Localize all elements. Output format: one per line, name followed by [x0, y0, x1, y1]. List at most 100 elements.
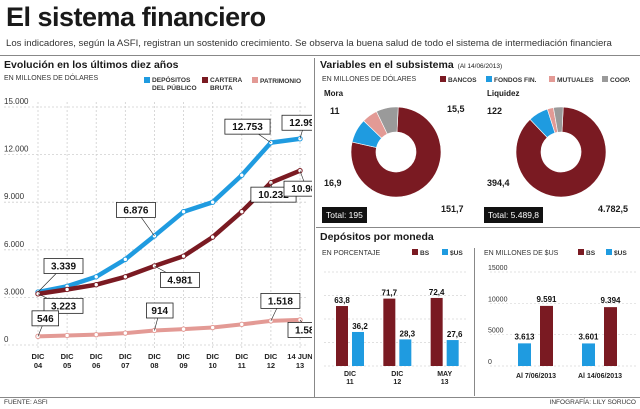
title-divider [0, 55, 640, 56]
data-label: 6.876 [123, 205, 148, 216]
bar-left-legend-bs: BS [412, 249, 429, 258]
pie-legend-swatch-mutuales [549, 76, 555, 82]
bar-right-swatch-usd [606, 249, 612, 255]
footer-source: FUENTE: ASFI [4, 399, 48, 406]
data-label-box [283, 180, 312, 197]
bar [336, 306, 348, 366]
bar-value-label: 3.601 [578, 332, 599, 341]
x-tick-label: DIC 08 [148, 352, 162, 370]
page-title: El sistema financiero [6, 2, 266, 32]
data-label-box [281, 114, 312, 131]
mora-label-bancos: 151,7 [441, 204, 464, 214]
bar-right-swatch-bs [578, 249, 584, 255]
bar [540, 305, 553, 366]
data-label: 12.753 [232, 122, 263, 133]
data-label-box [260, 293, 301, 309]
data-label-box [146, 302, 174, 319]
series-line [36, 317, 302, 339]
liquidez-label-mutuales: 122 [487, 106, 503, 116]
y-tick-label: 6.000 [4, 240, 25, 249]
data-point [297, 136, 303, 142]
pie-section-heading: Variables en el subsistema (Al 14/06/2013… [320, 59, 502, 71]
bar-left-legend-usd-label: $US [450, 250, 463, 257]
pie-legend-fondos: FONDOS FIN. [486, 76, 537, 85]
pie-mora-title: Mora [324, 89, 344, 98]
footer-divider [0, 397, 640, 398]
bar [430, 297, 443, 366]
legend-swatch-depositos [144, 77, 150, 83]
x-tick-label: DIC 05 [61, 352, 75, 370]
data-label-box [160, 272, 200, 288]
bar-category-label: Al 7/06/2013 [516, 373, 556, 380]
data-label-box [116, 202, 156, 218]
x-tick-label: DIC 04 [32, 352, 46, 370]
data-point [35, 333, 41, 340]
page-subtitle: Los indicadores, según la ASFI, registra… [6, 38, 612, 49]
y-tick-label: 0 [4, 335, 9, 344]
data-point [209, 324, 216, 331]
pie-slice [515, 106, 607, 198]
pie-legend-coop-label: COOP. [610, 77, 631, 84]
pie-charts [350, 106, 607, 198]
pie-bar-divider [316, 227, 640, 228]
legend-swatch-patrimonio [252, 77, 258, 83]
bar-value-label: 72,4 [429, 288, 445, 297]
bar-value-label: 9.394 [600, 296, 621, 305]
pie-legend-fondos-label: FONDOS FIN. [494, 77, 537, 84]
x-tick-label: DIC 07 [119, 352, 133, 370]
data-point [122, 330, 129, 336]
data-point [122, 256, 129, 263]
bar-right-legend-bs: BS [578, 249, 595, 258]
line-chart: 0 3.000 6.000 9.000 12.000 15.000 DIC 04 DIC 05 DI… [4, 97, 312, 370]
bar-left-legend-bs-label: BS [420, 250, 430, 257]
bar-right-legend-bs-label: BS [586, 250, 596, 257]
data-point [122, 274, 129, 280]
data-label-box [287, 322, 312, 338]
bar [352, 331, 364, 366]
bar-left-unit: EN PORCENTAJE [322, 250, 381, 257]
data-label: 914 [151, 306, 168, 317]
bar-value-label: 27,6 [447, 330, 463, 339]
data-label: 10.987 [291, 184, 312, 195]
data-label: 1.518 [268, 296, 293, 307]
series-line [35, 136, 303, 295]
x-tick-label: DIC 12 [264, 352, 278, 370]
pie-slice [553, 106, 564, 133]
bar-y-tick-label: 10000 [488, 296, 508, 303]
pie-legend-bancos-label: BANCOS [448, 77, 477, 84]
bar-category-label: MAY 13 [437, 371, 452, 386]
legend-patrimonio: PATRIMONIO [252, 77, 301, 86]
data-point [209, 234, 216, 240]
bar-value-label: 36,2 [352, 322, 368, 331]
pie-legend-swatch-coop [602, 76, 608, 82]
data-point [268, 179, 274, 186]
data-point [239, 172, 245, 178]
line-unit-label: EN MILLONES DE DÓLARES [4, 75, 99, 82]
bar-category-label: Al 14/06/2013 [578, 373, 622, 380]
data-label: 12.999 [289, 118, 312, 129]
x-tick-label: 14 JUN 13 [287, 352, 312, 370]
data-label: 1.581 [295, 325, 312, 336]
liquidez-label-fondos: 394,4 [487, 178, 510, 188]
data-point [239, 209, 245, 215]
bar-y-tick-label: 5000 [488, 328, 504, 335]
bar-divider [474, 248, 475, 396]
pie-legend-swatch-fondos [486, 76, 492, 82]
pie-slice [350, 106, 442, 198]
bar-category-label: DIC 11 [344, 371, 356, 386]
bar-section-heading: Depósitos por moneda [320, 231, 434, 243]
data-point [93, 331, 99, 338]
bar-value-label: 3.613 [514, 332, 535, 341]
data-point [64, 286, 70, 293]
bar-charts: 63,8 36,2 DIC 11 71,7 28,3 DIC 12 72,4 27,6 MAY 13 0… [324, 265, 636, 386]
data-label: 10.232 [258, 190, 289, 201]
bar-value-label: 71,7 [382, 289, 398, 298]
data-point [268, 318, 274, 324]
x-tick-label: DIC 11 [235, 352, 249, 370]
data-point [180, 209, 187, 215]
data-label: 3.223 [51, 301, 76, 312]
bar-right-legend-usd: $US [606, 249, 627, 258]
y-tick-label: 15.000 [4, 97, 29, 106]
bar [582, 343, 595, 366]
legend-patrimonio-label: PATRIMONIO [260, 78, 302, 85]
